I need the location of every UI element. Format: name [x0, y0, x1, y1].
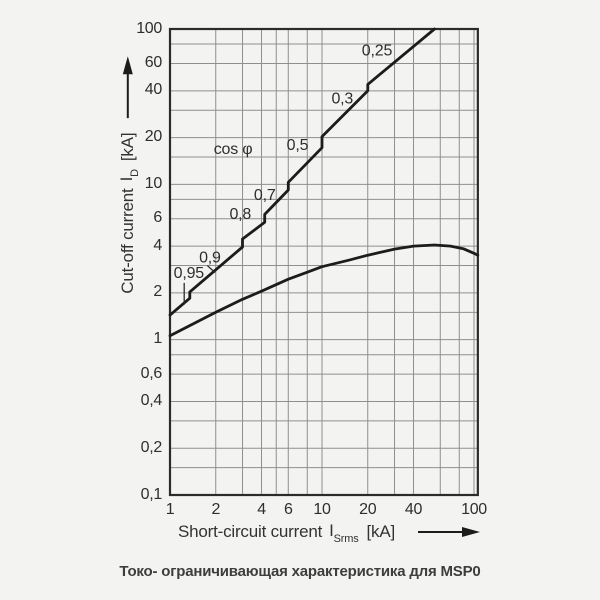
x-axis-symbol: ISrms [329, 521, 359, 546]
y-axis-title: Cut-off current ID [kA] [116, 46, 142, 304]
cos-phi-label: 0,95 [174, 265, 205, 282]
cos-phi-label: 0,8 [229, 206, 251, 223]
y-axis-unit: [kA] [117, 132, 137, 162]
x-tick-label: 20 [359, 501, 377, 518]
x-tick-label: 2 [211, 501, 221, 518]
y-tick-label: 20 [144, 128, 163, 146]
upper-peak-current-curve [168, 27, 436, 317]
y-tick-label: 60 [144, 53, 163, 71]
cos-phi-label: 0,5 [287, 137, 309, 154]
cos-phi-label: 0,9 [199, 250, 221, 267]
x-tick-label: 1 [165, 501, 175, 518]
x-axis-title: Short-circuit current ISrms [kA] [178, 521, 480, 546]
y-tick-label: 0,4 [140, 391, 163, 409]
x-tick-label: 100 [461, 501, 487, 518]
x-axis-unit: [kA] [366, 522, 396, 542]
y-tick-label: 6 [153, 209, 162, 227]
x-tick-label: 10 [313, 501, 331, 518]
cos-phi-leader-line [206, 265, 216, 274]
x-axis-title-text: Short-circuit current [178, 522, 323, 542]
y-tick-label: 0,1 [140, 485, 163, 503]
cos-phi-label: 0,25 [362, 43, 393, 60]
y-axis-title-text: Cut-off current [117, 188, 137, 294]
y-tick-label: 100 [136, 19, 162, 37]
x-tick-label: 4 [257, 501, 266, 518]
lower-cutoff-current-curve [168, 243, 480, 338]
x-tick-label: 6 [283, 501, 293, 518]
y-tick-label: 0,2 [140, 438, 163, 456]
y-tick-label: 4 [153, 236, 162, 254]
cos-phi-label: cos φ [214, 141, 253, 158]
y-tick-label: 40 [144, 81, 163, 99]
right-arrow-icon [418, 527, 480, 538]
plot-border [168, 27, 479, 497]
y-axis-symbol: ID [116, 169, 142, 182]
cos-phi-label: 0,7 [254, 187, 276, 204]
y-tick-label: 10 [144, 174, 163, 192]
cos-phi-label: 0,3 [331, 90, 353, 107]
y-tick-label: 1 [153, 330, 162, 348]
up-arrow-icon [122, 56, 133, 119]
x-tick-label: 40 [404, 501, 423, 518]
chart-caption: Токо- ограничивающая характеристика для … [119, 563, 481, 580]
y-tick-label: 0,6 [140, 364, 163, 382]
y-tick-label: 2 [153, 283, 162, 301]
